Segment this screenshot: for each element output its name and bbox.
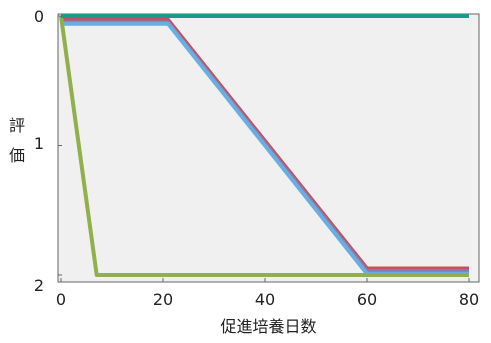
x-tick-label: 60 [357, 290, 377, 309]
x-axis-label: 促進培養日数 [220, 317, 316, 336]
series-line-4 [59, 15, 469, 277]
y-tick-label: 0 [34, 7, 44, 26]
x-tick-label: 80 [459, 290, 479, 309]
x-tick-label: 0 [56, 290, 66, 309]
axis-layer: 0 20 40 60 80 0 1 2 [34, 7, 479, 309]
x-tick-label: 20 [153, 290, 173, 309]
y-axis-label: 評価 [9, 116, 25, 165]
y-tick-label: 1 [34, 134, 44, 153]
x-tick-label: 40 [255, 290, 275, 309]
series-layer [59, 14, 469, 277]
y-tick-label: 2 [34, 276, 44, 295]
